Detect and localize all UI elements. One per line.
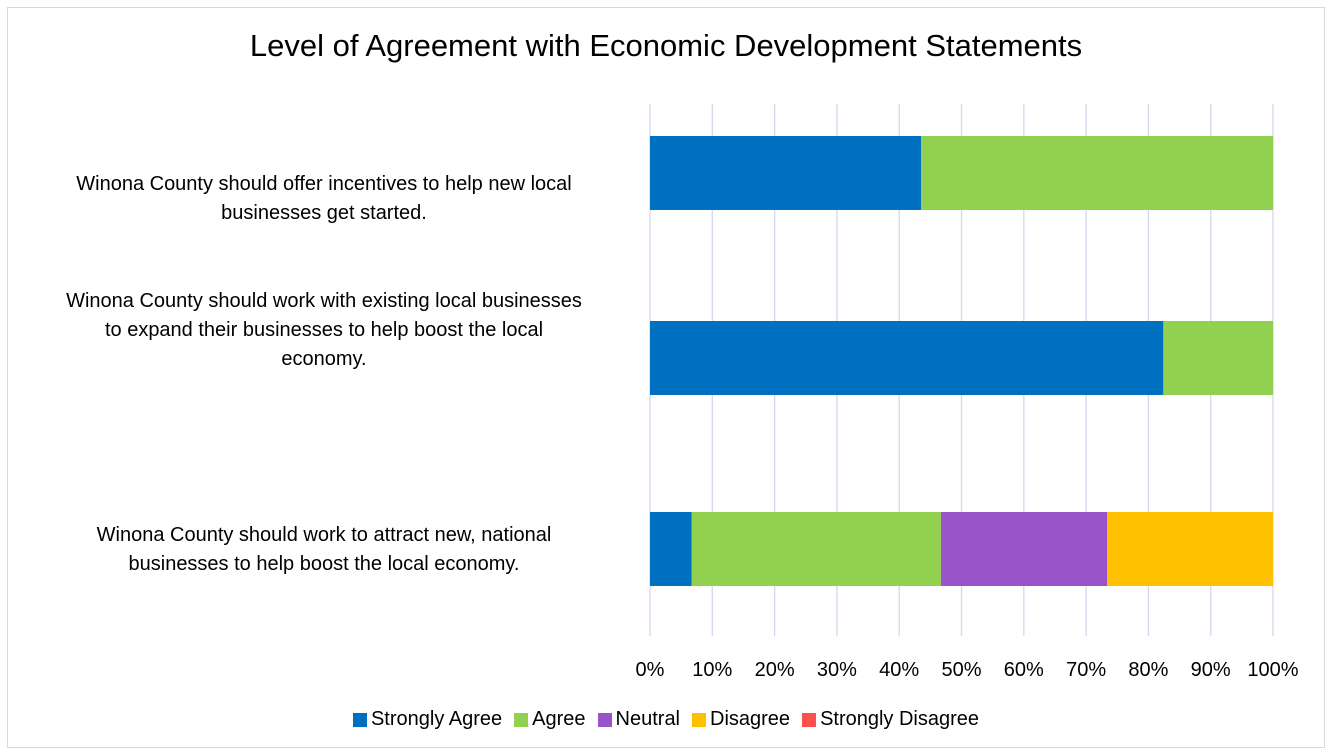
x-tick-label: 20% — [755, 659, 795, 681]
legend-swatch — [514, 712, 529, 727]
bar-segment-strongly-agree — [650, 136, 922, 210]
legend: Strongly Agree Agree Neutral Disagree Strong… — [0, 708, 1332, 731]
legend-label: Disagree — [710, 708, 791, 730]
x-tick-label: 70% — [1066, 659, 1106, 681]
category-label-line: economy. — [281, 347, 367, 370]
category-label-line: businesses get started. — [221, 202, 427, 224]
legend-item: Strongly Agree — [352, 708, 503, 731]
x-tick-label: 10% — [692, 659, 732, 681]
x-tick-label: 60% — [1004, 659, 1044, 681]
legend-swatch — [352, 712, 367, 727]
legend-swatch — [692, 712, 707, 727]
category-label: Winona County should offer incentives to… — [14, 170, 634, 228]
legend-item: Disagree — [692, 708, 790, 731]
bar-segment-strongly-agree — [650, 321, 1164, 395]
x-tick-label: 0% — [636, 659, 665, 681]
legend-swatch — [597, 712, 612, 727]
category-label-line: Winona County should work with existing … — [66, 289, 582, 312]
legend-swatch — [802, 712, 817, 727]
legend-item: Agree — [514, 708, 586, 731]
bar-segment-strongly-agree — [650, 512, 692, 586]
category-label-line: businesses to help boost the local econo… — [128, 553, 520, 575]
bar-segment-neutral — [940, 512, 1108, 586]
category-label-line: Winona County should work to attract new… — [96, 524, 552, 546]
x-tick-label: 100% — [1247, 659, 1298, 681]
chart-title: Level of Agreement with Economic Develop… — [249, 28, 1083, 63]
x-tick-label: 50% — [941, 659, 981, 681]
legend-label: Agree — [532, 708, 586, 730]
category-label-line: to expand their businesses to help boost… — [104, 318, 544, 341]
category-label: Winona County should work with existing … — [14, 287, 634, 374]
x-tick-label: 40% — [879, 659, 919, 681]
x-tick-label: 80% — [1128, 659, 1168, 681]
bar-segment-agree — [691, 512, 941, 586]
category-label-line: Winona County should offer incentives to… — [76, 173, 572, 195]
legend-label: Strongly Agree — [370, 708, 503, 730]
x-tick-label: 90% — [1191, 659, 1231, 681]
bar-segment-agree — [1163, 321, 1273, 395]
legend-item: Neutral — [597, 708, 681, 731]
legend-label: Strongly Disagree — [820, 708, 980, 730]
bar-segment-disagree — [1107, 512, 1273, 586]
bar-segment-agree — [921, 136, 1273, 210]
category-label: Winona County should work to attract new… — [14, 521, 634, 579]
x-tick-label: 30% — [817, 659, 857, 681]
legend-item: Strongly Disagree — [802, 708, 979, 731]
legend-label: Neutral — [615, 708, 681, 730]
